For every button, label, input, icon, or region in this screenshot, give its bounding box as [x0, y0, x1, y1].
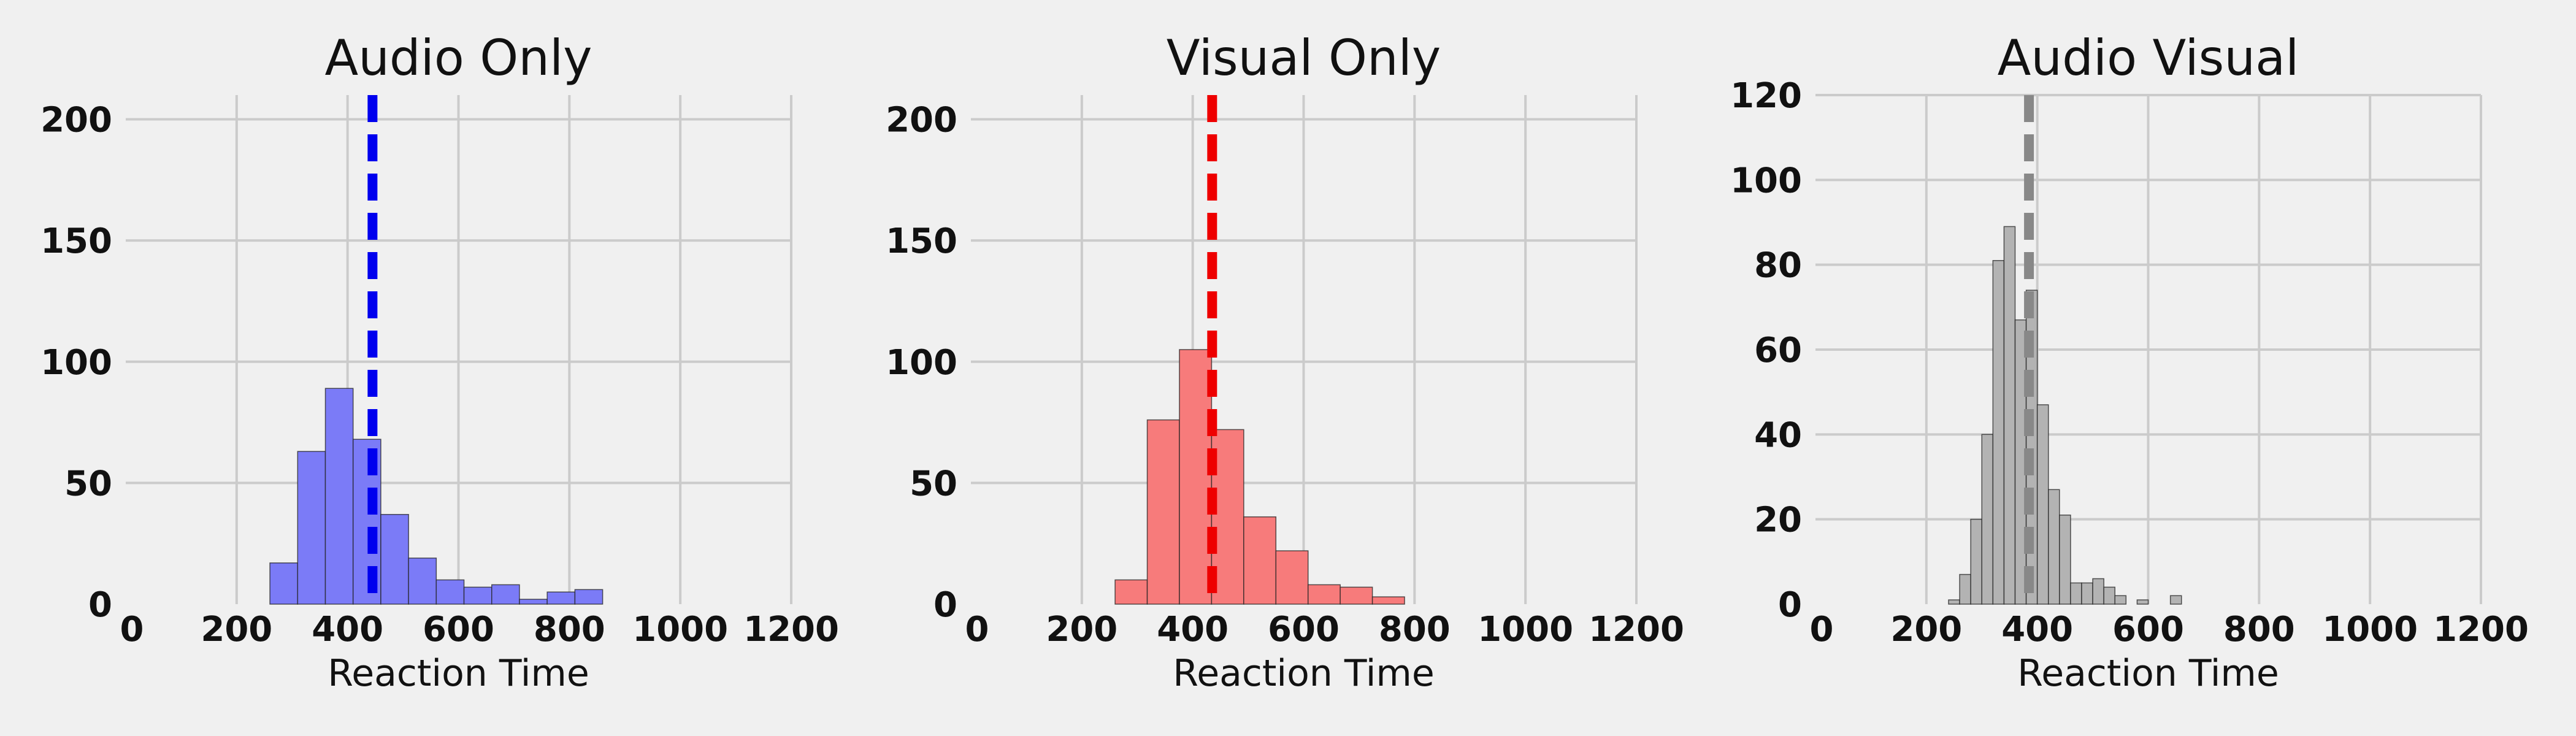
x-tick-label: 0 — [1810, 610, 1834, 650]
y-tick-label: 80 — [1754, 246, 1802, 286]
histogram-bar — [1146, 419, 1180, 605]
y-tick-label: 120 — [1730, 76, 1802, 116]
x-tick-label: 1000 — [1478, 610, 1573, 650]
histogram-bar — [380, 514, 409, 605]
chart-panel-2: 0 200 400 600 800 1000 1200 0 50 100 150 200 Visual … — [886, 29, 1684, 695]
histogram-bar — [2059, 515, 2071, 605]
y-tick-label: 100 — [886, 343, 957, 383]
histogram-bar — [324, 388, 354, 605]
y-tick-label: 200 — [40, 101, 112, 140]
x-tick-label: 800 — [534, 610, 605, 650]
histogram-bar — [297, 451, 326, 605]
histogram-bar — [2169, 595, 2182, 605]
y-tick-label: 50 — [910, 464, 957, 504]
histogram-bar — [1371, 596, 1405, 605]
histogram-bar — [1992, 260, 2005, 605]
x-axis-label: Reaction Time — [2017, 652, 2279, 695]
x-tick-label: 400 — [1157, 610, 1229, 650]
histogram-bar — [2136, 599, 2149, 605]
x-tick-label: 1200 — [2433, 610, 2529, 650]
histogram-bar — [2092, 578, 2104, 605]
histogram-bar — [574, 589, 604, 605]
y-tick-label: 0 — [88, 585, 112, 625]
x-tick-label: 1000 — [632, 610, 728, 650]
y-tick-label: 0 — [1778, 585, 1802, 625]
histogram-bar — [2003, 226, 2016, 605]
y-tick-label: 40 — [1754, 415, 1802, 455]
y-tick-label: 0 — [933, 585, 957, 625]
x-tick-label: 200 — [1890, 610, 1962, 650]
x-tick-label: 1200 — [1589, 610, 1684, 650]
y-tick-label: 100 — [1730, 161, 1802, 201]
x-tick-label: 200 — [201, 610, 272, 650]
x-tick-label: 400 — [312, 610, 383, 650]
chart-title: Audio Only — [324, 29, 592, 86]
x-tick-label: 1200 — [743, 610, 839, 650]
y-tick-label: 150 — [40, 221, 112, 261]
histogram-bar — [2036, 404, 2049, 605]
histogram-bar — [519, 599, 548, 605]
chart-panel-1: 0 200 400 600 800 1000 1200 0 50 100 150 200 Audio O… — [40, 29, 839, 695]
y-tick-label: 50 — [64, 464, 112, 504]
histogram-bar — [408, 558, 437, 605]
x-tick-label: 0 — [120, 610, 144, 650]
y-tick-label: 100 — [40, 343, 112, 383]
histogram-bar — [435, 579, 465, 605]
histogram-bar — [2081, 582, 2093, 605]
y-tick-label: 200 — [886, 101, 957, 140]
chart-title: Audio Visual — [1998, 29, 2299, 86]
x-tick-label: 800 — [2223, 610, 2295, 650]
x-tick-label: 600 — [2112, 610, 2184, 650]
histogram-bar — [1307, 584, 1341, 605]
histogram-bar — [269, 562, 299, 605]
histogram-bar — [1243, 516, 1277, 605]
x-tick-label: 600 — [1268, 610, 1340, 650]
x-axis-label: Reaction Time — [1173, 652, 1435, 695]
histogram-bar — [1114, 579, 1148, 605]
histogram-bar — [1970, 518, 1983, 605]
x-tick-label: 0 — [965, 610, 989, 650]
histogram-bar — [2070, 582, 2082, 605]
histogram-bar — [1340, 586, 1373, 605]
x-axis-label: Reaction Time — [328, 652, 589, 695]
histogram-bar — [463, 586, 493, 605]
chart-title: Visual Only — [1167, 29, 1441, 86]
histogram-bar — [1179, 349, 1213, 605]
y-tick-label: 60 — [1754, 331, 1802, 370]
y-tick-label: 150 — [886, 221, 957, 261]
histogram-bar — [2114, 595, 2127, 605]
y-tick-label: 20 — [1754, 500, 1802, 540]
x-tick-label: 800 — [1379, 610, 1451, 650]
histogram-bar — [491, 584, 520, 605]
histogram-bar — [1948, 599, 1960, 605]
histogram-bar — [1275, 550, 1309, 605]
chart-panel-3: 0 200 400 600 800 1000 1200 0 20 40 60 80 100 120 Audi… — [1730, 29, 2529, 695]
x-tick-label: 200 — [1046, 610, 1117, 650]
x-tick-label: 600 — [423, 610, 494, 650]
x-tick-label: 1000 — [2322, 610, 2418, 650]
histogram-bar — [2048, 489, 2060, 605]
x-tick-label: 400 — [2001, 610, 2073, 650]
histogram-bar — [1981, 434, 1994, 605]
histogram-bar — [546, 591, 576, 605]
histogram-bar — [1959, 573, 1971, 605]
histogram-bar — [2103, 586, 2116, 605]
